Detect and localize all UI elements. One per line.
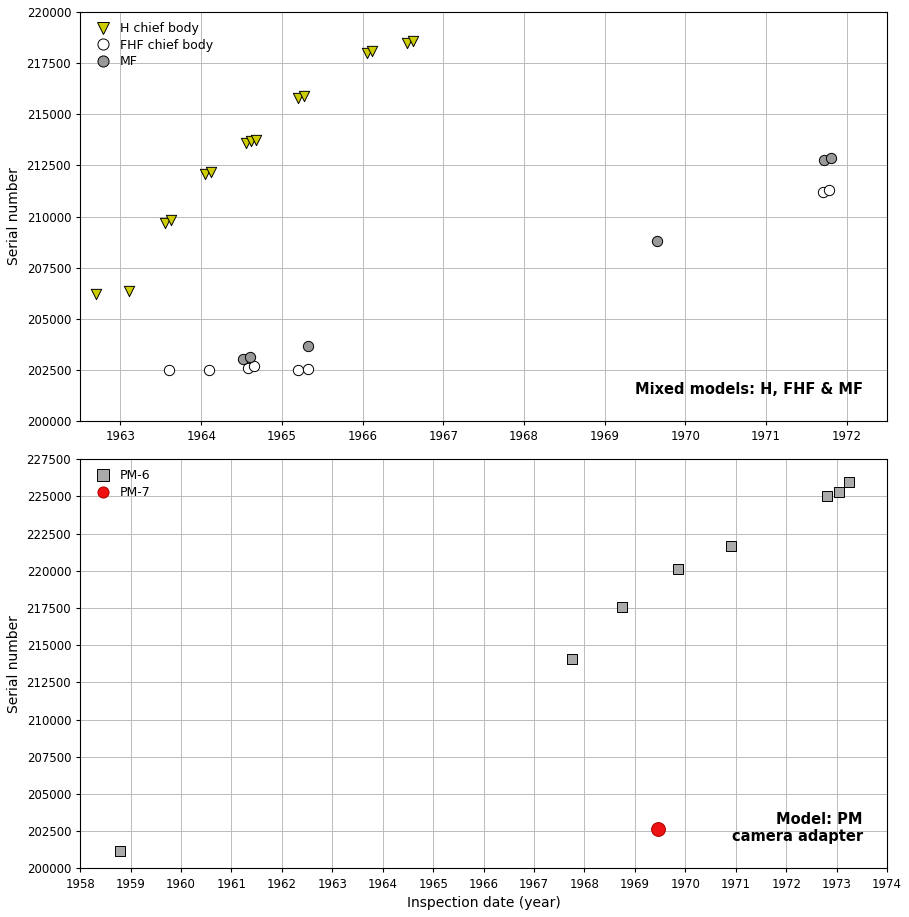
Point [244, 134, 258, 149]
Point [249, 132, 264, 147]
Point [724, 538, 738, 553]
Y-axis label: Serial number: Serial number [7, 168, 21, 266]
Point [822, 182, 836, 197]
Point [114, 844, 128, 858]
Point [204, 164, 218, 179]
Point [157, 215, 172, 230]
Legend: H chief body, FHF chief body, MF: H chief body, FHF chief body, MF [86, 18, 217, 72]
Point [301, 339, 315, 354]
Point [819, 489, 834, 503]
Point [405, 33, 420, 48]
Point [235, 351, 250, 366]
Point [359, 46, 374, 61]
Point [121, 284, 135, 299]
Point [291, 91, 305, 105]
Point [238, 136, 253, 150]
Point [400, 35, 415, 50]
Point [246, 359, 261, 373]
Point [815, 184, 830, 199]
Point [291, 362, 305, 377]
Text: Mixed models: H, FHF & MF: Mixed models: H, FHF & MF [634, 381, 863, 396]
Point [164, 212, 178, 226]
Point [650, 234, 664, 249]
Point [824, 151, 838, 166]
Text: Model: PM
camera adapter: Model: PM camera adapter [732, 812, 863, 844]
Point [832, 485, 846, 500]
Point [817, 153, 832, 168]
Point [241, 360, 255, 375]
Point [564, 651, 579, 666]
Point [365, 43, 380, 58]
Point [296, 89, 311, 104]
Point [162, 362, 176, 377]
Point [301, 361, 315, 376]
Point [650, 822, 664, 836]
Point [89, 287, 104, 302]
Point [615, 599, 630, 613]
Y-axis label: Serial number: Serial number [7, 615, 21, 713]
X-axis label: Inspection date (year): Inspection date (year) [406, 896, 561, 910]
Point [243, 349, 257, 364]
Point [842, 474, 856, 489]
Legend: PM-6, PM-7: PM-6, PM-7 [86, 466, 155, 503]
Point [671, 562, 685, 577]
Point [202, 362, 216, 377]
Point [198, 166, 213, 181]
